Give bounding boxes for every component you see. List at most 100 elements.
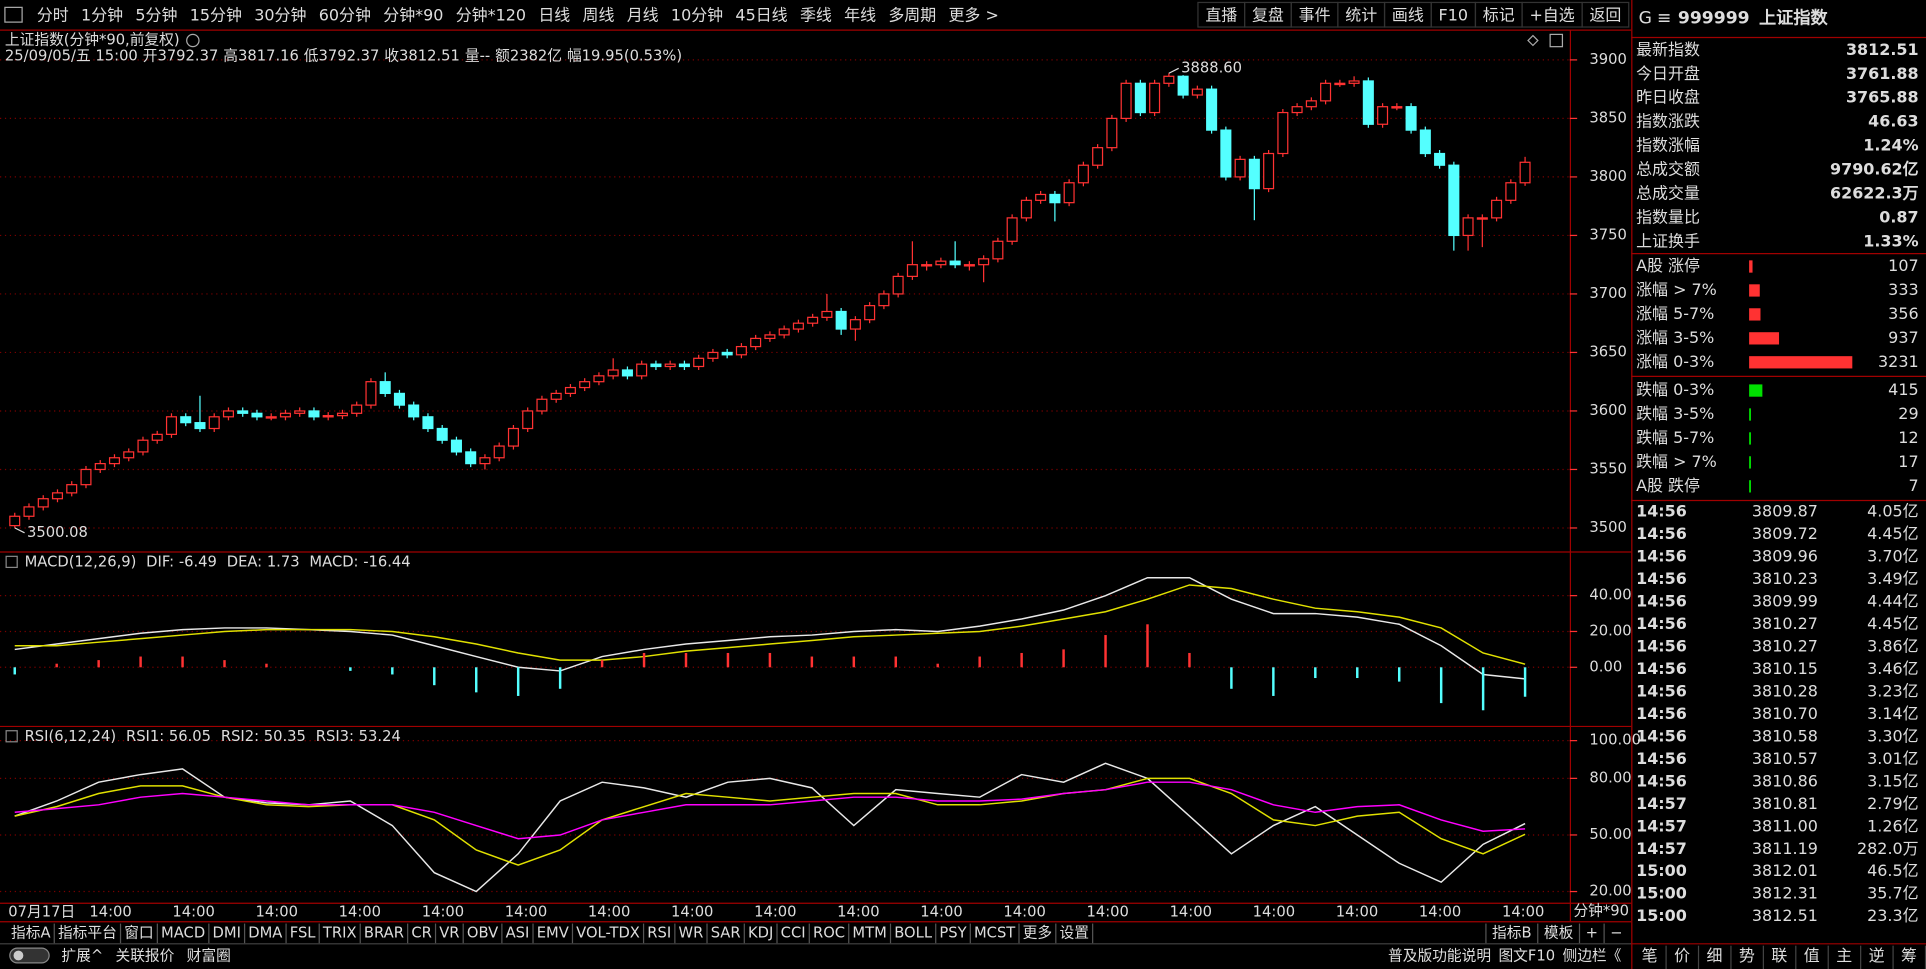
- candle-body: [579, 381, 591, 389]
- min-label: 3500.08: [27, 524, 88, 541]
- toolbar-tab[interactable]: 更多 >: [948, 5, 998, 24]
- window-icon[interactable]: [1549, 33, 1564, 48]
- indicator-tab[interactable]: PSY: [939, 924, 967, 941]
- toolbar-tab[interactable]: 45日线: [735, 5, 787, 24]
- settings-icon[interactable]: [186, 33, 200, 48]
- toolbar-tab[interactable]: 日线: [538, 5, 570, 24]
- toolbar-tab[interactable]: 15分钟: [190, 5, 242, 24]
- toolbar-tab[interactable]: 周线: [583, 5, 615, 24]
- indicator-tab[interactable]: 模板: [1544, 923, 1574, 941]
- panel-tab[interactable]: 值: [1804, 946, 1820, 965]
- candle-body: [1120, 82, 1132, 120]
- stat-label: 今日开盘: [1636, 64, 1700, 83]
- status-item[interactable]: 图文F10: [1498, 948, 1555, 965]
- status-item[interactable]: 财富圈: [187, 947, 231, 965]
- indicator-tab[interactable]: 指标A: [11, 924, 51, 941]
- toolbar-tab[interactable]: 60分钟: [319, 5, 371, 24]
- indicator-tab[interactable]: KDJ: [748, 924, 773, 941]
- indicator-tab[interactable]: DMI: [213, 924, 241, 941]
- breadth-count: 107: [1888, 256, 1918, 275]
- collapse-icon[interactable]: [5, 555, 18, 569]
- status-item[interactable]: 侧边栏《: [1562, 948, 1621, 965]
- candle-body: [1077, 164, 1089, 184]
- indicator-tab[interactable]: BOLL: [894, 924, 933, 941]
- indicator-tab[interactable]: RSI: [647, 924, 671, 941]
- candle-body: [550, 392, 562, 400]
- status-item[interactable]: 关联报价: [115, 948, 174, 965]
- status-item[interactable]: 扩展^: [61, 948, 103, 965]
- indicator-tab[interactable]: ROC: [813, 924, 845, 941]
- indicator-tab[interactable]: 设置: [1060, 924, 1089, 941]
- status-item[interactable]: 普及版功能说明: [1388, 948, 1491, 965]
- toolbar-tab[interactable]: 10分钟: [671, 5, 723, 24]
- toolbar-button[interactable]: 统计: [1345, 5, 1377, 24]
- indicator-tab[interactable]: CCI: [781, 924, 806, 941]
- toolbar-tab[interactable]: 5分钟: [135, 5, 177, 24]
- candle-body: [650, 363, 662, 368]
- trade-amount: 1.26亿: [1867, 816, 1918, 835]
- macd-bar: [349, 667, 352, 671]
- macd-bar: [1020, 652, 1023, 668]
- panel-tab[interactable]: 筹: [1901, 946, 1917, 965]
- toolbar-tab[interactable]: 月线: [627, 5, 659, 24]
- toolbar-tab[interactable]: 30分钟: [254, 5, 306, 24]
- panel-tab[interactable]: 细: [1707, 946, 1723, 965]
- menu-icon[interactable]: [4, 6, 23, 23]
- indicator-tab[interactable]: CR: [411, 924, 432, 941]
- panel-tab[interactable]: 价: [1674, 946, 1690, 965]
- y-tick-label: 3550: [1589, 460, 1626, 477]
- toolbar-button[interactable]: 画线: [1392, 5, 1424, 24]
- indicator-tab[interactable]: −: [1610, 924, 1622, 941]
- toolbar-tab[interactable]: 多周期: [888, 5, 936, 24]
- indicator-tab[interactable]: 窗口: [124, 923, 153, 941]
- indicator-tab[interactable]: WR: [679, 924, 704, 941]
- stat-label: 最新指数: [1636, 40, 1700, 59]
- indicator-tab[interactable]: OBV: [467, 924, 498, 941]
- indicator-tab[interactable]: BRAR: [364, 924, 404, 941]
- indicator-tab[interactable]: MACD: [161, 924, 205, 941]
- toolbar-tab[interactable]: 1分钟: [81, 5, 123, 24]
- indicator-tab[interactable]: VOL-TDX: [576, 924, 640, 941]
- stat-label: 指数涨幅: [1636, 136, 1700, 155]
- panel-tab[interactable]: 笔: [1642, 946, 1658, 965]
- toolbar-tab[interactable]: 分钟*120: [456, 5, 526, 24]
- indicator-tab[interactable]: TRIX: [322, 924, 357, 941]
- toolbar-tab[interactable]: 年线: [844, 5, 876, 24]
- toolbar-button[interactable]: 标记: [1483, 5, 1515, 24]
- toolbar-button[interactable]: +自选: [1529, 5, 1574, 24]
- x-tick-label: 14:00: [754, 904, 796, 921]
- toolbar-button[interactable]: 事件: [1299, 5, 1331, 24]
- indicator-tab[interactable]: 指标B: [1492, 924, 1532, 941]
- indicator-tab[interactable]: MCST: [974, 924, 1016, 941]
- indicator-tab[interactable]: 指标平台: [58, 924, 117, 941]
- panel-tab[interactable]: 逆: [1869, 946, 1885, 965]
- panel-tab[interactable]: 联: [1771, 946, 1787, 965]
- candle-body: [807, 316, 819, 324]
- diamond-icon[interactable]: [1527, 34, 1539, 47]
- indicator-tab[interactable]: +: [1586, 924, 1598, 941]
- indicator-tab[interactable]: VR: [439, 924, 459, 941]
- toolbar-button[interactable]: 复盘: [1252, 5, 1284, 24]
- indicator-tab[interactable]: EMV: [537, 924, 569, 941]
- candle-body: [393, 392, 405, 406]
- max-label: 3888.60: [1181, 59, 1242, 76]
- indicator-tab[interactable]: FSL: [290, 924, 317, 941]
- toolbar-tab[interactable]: 分钟*90: [383, 5, 443, 24]
- indicator-tab[interactable]: 更多: [1023, 924, 1052, 941]
- collapse-icon[interactable]: [5, 730, 18, 743]
- indicator-tab[interactable]: MTM: [852, 924, 886, 941]
- toolbar-tab[interactable]: 季线: [800, 5, 832, 24]
- candle-body: [80, 468, 92, 486]
- toolbar-button[interactable]: F10: [1439, 5, 1468, 24]
- indicator-tab[interactable]: DMA: [248, 924, 282, 941]
- toolbar-tab[interactable]: 分时: [37, 5, 69, 24]
- toolbar-button[interactable]: 直播: [1205, 5, 1237, 24]
- panel-tab[interactable]: 势: [1739, 946, 1755, 965]
- indicator-tab[interactable]: SAR: [711, 924, 741, 941]
- menu-icon[interactable]: ≡: [1657, 8, 1671, 28]
- candle-body: [664, 363, 676, 368]
- panel-tab[interactable]: 主: [1836, 946, 1852, 965]
- toolbar-button[interactable]: 返回: [1589, 5, 1621, 24]
- indicator-tab[interactable]: ASI: [506, 924, 530, 941]
- macd-bar: [1188, 652, 1191, 668]
